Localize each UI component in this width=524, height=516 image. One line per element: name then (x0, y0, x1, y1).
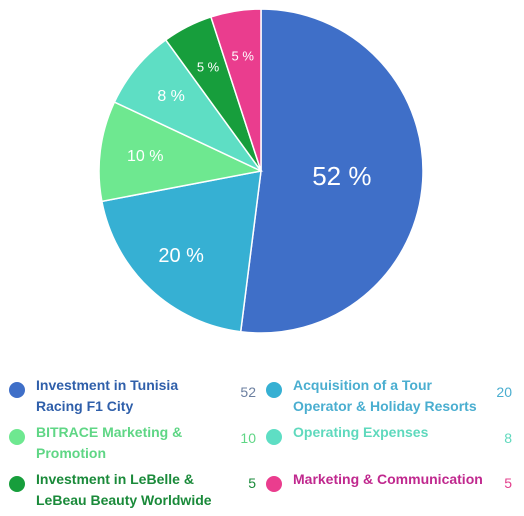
pie-chart: 52 % 20 % 10 % 8 % 5 % 5 % (0, 0, 524, 366)
legend-item-marketing-communication: Marketing & Communication (266, 469, 483, 492)
legend-label-line: Investment in Tunisia (36, 375, 178, 396)
legend-label-line: Racing F1 City (36, 396, 178, 417)
legend-label-line: Operating Expenses (293, 422, 428, 443)
legend-label: Acquisition of a Tour Operator & Holiday… (293, 375, 477, 417)
legend-label: Marketing & Communication (293, 469, 483, 490)
slice-value-label: 52 % (312, 161, 371, 191)
legend-label: BITRACE Marketing & Promotion (36, 422, 182, 464)
legend-label-line: Marketing & Communication (293, 469, 483, 490)
legend-value: 52 (228, 382, 256, 403)
legend-value: 20 (484, 382, 512, 403)
chart-legend: Investment in Tunisia Racing F1 City 52 … (0, 372, 524, 516)
legend-label: Operating Expenses (293, 422, 428, 443)
legend-swatch (9, 382, 25, 398)
legend-label: Investment in Tunisia Racing F1 City (36, 375, 178, 417)
legend-label-line: LeBeau Beauty Worldwide (36, 490, 212, 511)
legend-swatch (9, 429, 25, 445)
slice-value-label: 20 % (158, 245, 204, 267)
slice-value-label: 10 % (127, 148, 163, 165)
legend-label-line: BITRACE Marketing & (36, 422, 182, 443)
legend-swatch (266, 382, 282, 398)
slice-value-label: 8 % (157, 88, 185, 105)
legend-swatch (266, 429, 282, 445)
legend-swatch (9, 476, 25, 492)
legend-label-line: Investment in LeBelle & (36, 469, 212, 490)
slice-value-label: 5 % (232, 48, 255, 63)
legend-item-operating-expenses: Operating Expenses (266, 422, 428, 445)
legend-item-bitrace-marketing: BITRACE Marketing & Promotion (9, 422, 182, 464)
legend-label-line: Promotion (36, 443, 182, 464)
legend-value: 10 (228, 428, 256, 449)
slice-value-label: 5 % (197, 60, 220, 75)
legend-item-tour-operator: Acquisition of a Tour Operator & Holiday… (266, 375, 477, 417)
legend-value: 5 (228, 473, 256, 494)
legend-label-line: Acquisition of a Tour (293, 375, 477, 396)
legend-label: Investment in LeBelle & LeBeau Beauty Wo… (36, 469, 212, 511)
legend-item-lebelle-lebeau: Investment in LeBelle & LeBeau Beauty Wo… (9, 469, 212, 511)
legend-value: 8 (484, 428, 512, 449)
legend-swatch (266, 476, 282, 492)
legend-value: 5 (484, 473, 512, 494)
legend-item-tunisia-racing: Investment in Tunisia Racing F1 City (9, 375, 178, 417)
legend-label-line: Operator & Holiday Resorts (293, 396, 477, 417)
